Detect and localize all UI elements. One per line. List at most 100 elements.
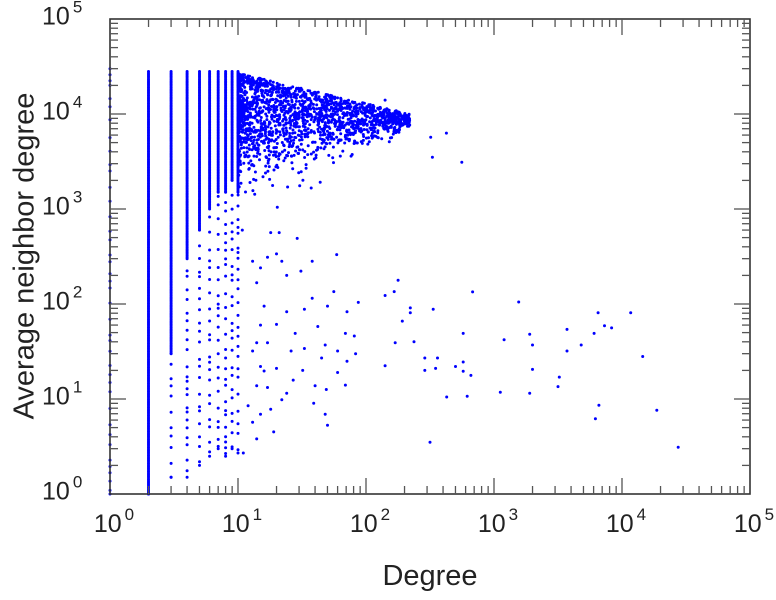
scatter-point (255, 437, 259, 441)
scatter-point (310, 296, 314, 300)
x-axis-label: Degree (382, 560, 478, 592)
cloud-point (272, 146, 276, 150)
cloud-point (269, 126, 273, 130)
scatter-point (255, 281, 259, 285)
cloud-point (272, 168, 276, 172)
column-point (224, 452, 228, 455)
cloud-point (237, 124, 241, 128)
cloud-point (267, 108, 270, 112)
cloud-point (394, 122, 398, 126)
cloud-point (347, 98, 350, 102)
cloud-point (303, 135, 307, 139)
cloud-point (241, 105, 245, 108)
column-point (169, 434, 173, 438)
cloud-point (264, 171, 267, 175)
cloud-point (254, 146, 258, 150)
column-point (230, 329, 234, 333)
cloud-point (288, 119, 292, 123)
cloud-point (275, 81, 279, 85)
cloud-point (243, 93, 247, 97)
column-point (198, 364, 201, 368)
cloud-point (252, 138, 256, 142)
cloud-point (290, 100, 294, 104)
cloud-point (267, 103, 271, 107)
cloud-point (326, 133, 330, 137)
cloud-point (278, 86, 282, 90)
cloud-point (244, 190, 247, 194)
cloud-point (303, 118, 307, 122)
column-point (224, 190, 228, 194)
cloud-point (292, 141, 295, 145)
cloud-point (331, 156, 335, 160)
cloud-point (247, 78, 251, 82)
cloud-point (378, 106, 382, 110)
column-point (169, 377, 173, 381)
cloud-point (316, 97, 319, 101)
cloud-point (397, 127, 401, 131)
cloud-point (299, 170, 303, 174)
scatter-point (280, 259, 284, 263)
cloud-point (264, 155, 268, 159)
column-point (198, 409, 201, 413)
column-point (230, 178, 234, 182)
column-point (230, 304, 234, 308)
column-point (230, 278, 234, 282)
cloud-point (312, 157, 316, 161)
cloud-point (282, 99, 286, 102)
cloud-point (250, 142, 254, 146)
scatter-point (596, 311, 600, 315)
cloud-point (255, 99, 259, 103)
tick-base: 10 (42, 477, 70, 506)
column-point (198, 405, 201, 409)
cloud-point (259, 88, 263, 92)
scatter-point (383, 364, 387, 368)
cloud-point (349, 119, 353, 123)
cloud-point (291, 167, 295, 171)
scatter-point (255, 384, 259, 388)
cloud-point (336, 96, 339, 100)
cloud-point (236, 151, 240, 155)
column-point (216, 365, 220, 369)
cloud-point (239, 153, 243, 157)
cloud-point (263, 149, 267, 152)
scatter-point (335, 253, 339, 257)
cloud-point (247, 167, 251, 170)
cloud-point (239, 100, 243, 104)
column-point (198, 244, 201, 248)
scatter-point (431, 307, 435, 311)
cloud-point (267, 144, 271, 148)
scatter-point (326, 423, 329, 427)
cloud-point (293, 103, 297, 106)
cloud-point (284, 118, 288, 122)
cloud-point (236, 156, 240, 160)
cloud-point (270, 113, 274, 117)
scatter-point (269, 407, 273, 411)
column-point (236, 246, 240, 250)
cloud-point (275, 163, 279, 167)
tick-exponent: 1 (72, 377, 83, 397)
scatter-point (259, 323, 262, 327)
column-point (169, 394, 173, 398)
cloud-point (274, 87, 278, 91)
cloud-point (391, 132, 395, 136)
cloud-point (236, 73, 240, 77)
cloud-point (392, 127, 396, 131)
cloud-point (241, 84, 245, 88)
scatter-point (676, 445, 680, 449)
scatter-point (408, 306, 412, 310)
cloud-point (378, 110, 382, 114)
cloud-point (395, 119, 399, 123)
data-points (108, 67, 680, 496)
cloud-point (276, 94, 280, 98)
column-point (185, 436, 189, 440)
cloud-point (262, 139, 266, 143)
cloud-point (245, 146, 249, 150)
cloud-point (325, 107, 329, 111)
cloud-point (309, 130, 313, 134)
cloud-point (253, 170, 257, 174)
cloud-point (271, 80, 275, 84)
column-point (236, 231, 240, 235)
cloud-point (323, 95, 327, 99)
cloud-point (301, 124, 305, 128)
cloud-point (277, 122, 281, 126)
